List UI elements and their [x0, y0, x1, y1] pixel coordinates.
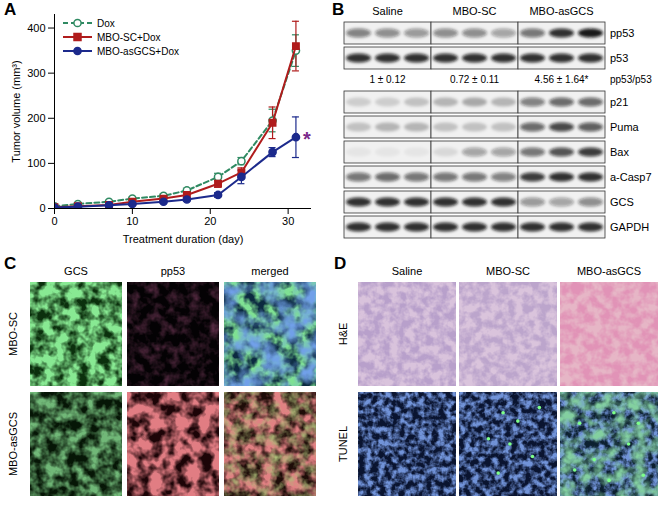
svg-text:10: 10 [126, 215, 138, 227]
svg-text:pp53: pp53 [610, 27, 634, 39]
svg-text:0: 0 [51, 215, 57, 227]
svg-text:MBO-asGCS: MBO-asGCS [529, 5, 593, 17]
svg-text:MBO-asGCS: MBO-asGCS [577, 265, 641, 277]
svg-text:p21: p21 [610, 96, 628, 108]
html-text:A: A [4, 0, 17, 19]
svg-text:Saline: Saline [372, 5, 403, 17]
svg-text:0.72 ± 0.11: 0.72 ± 0.11 [450, 74, 500, 85]
svg-text:merged: merged [251, 265, 288, 277]
svg-text:Treatment duration (day): Treatment duration (day) [123, 233, 244, 245]
html-text:C: C [4, 254, 17, 273]
svg-text:20: 20 [204, 215, 216, 227]
svg-text:TUNEL: TUNEL [337, 426, 349, 462]
svg-text:Saline: Saline [392, 265, 423, 277]
svg-text:Tumor volume (mm³): Tumor volume (mm³) [10, 60, 22, 162]
html-text:B: B [332, 0, 345, 19]
svg-text:4.56 ± 1.64*: 4.56 ± 1.64* [535, 74, 589, 85]
svg-text:400: 400 [27, 22, 45, 34]
svg-text:MBO-asGCS: MBO-asGCS [7, 412, 19, 476]
svg-text:300: 300 [27, 67, 45, 79]
svg-text:1 ± 0.12: 1 ± 0.12 [369, 74, 406, 85]
svg-text:a-Casp7: a-Casp7 [610, 171, 652, 183]
svg-text:MBO-SC: MBO-SC [453, 5, 497, 17]
html-text:MBO-SC+Dox: MBO-SC+Dox [97, 31, 161, 43]
svg-text:Puma: Puma [610, 121, 640, 133]
svg-text:p53: p53 [610, 52, 628, 64]
svg-text:*: * [303, 128, 311, 150]
svg-text:MBO-SC: MBO-SC [486, 265, 530, 277]
svg-text:pp53: pp53 [161, 265, 185, 277]
svg-text:100: 100 [27, 157, 45, 169]
svg-text:H&E: H&E [337, 323, 349, 346]
html-text:Dox: Dox [97, 17, 115, 29]
svg-text:MBO-SC: MBO-SC [7, 312, 19, 356]
svg-text:GCS: GCS [610, 196, 634, 208]
svg-text:pp53/p53: pp53/p53 [610, 74, 652, 85]
html-text:D: D [334, 254, 347, 273]
svg-text:GAPDH: GAPDH [610, 221, 649, 233]
svg-text:200: 200 [27, 112, 45, 124]
svg-text:0: 0 [39, 202, 45, 214]
svg-text:30: 30 [282, 215, 294, 227]
svg-text:GCS: GCS [64, 265, 88, 277]
svg-text:Bax: Bax [610, 146, 629, 158]
html-text:MBO-asGCS+Dox: MBO-asGCS+Dox [97, 45, 179, 57]
